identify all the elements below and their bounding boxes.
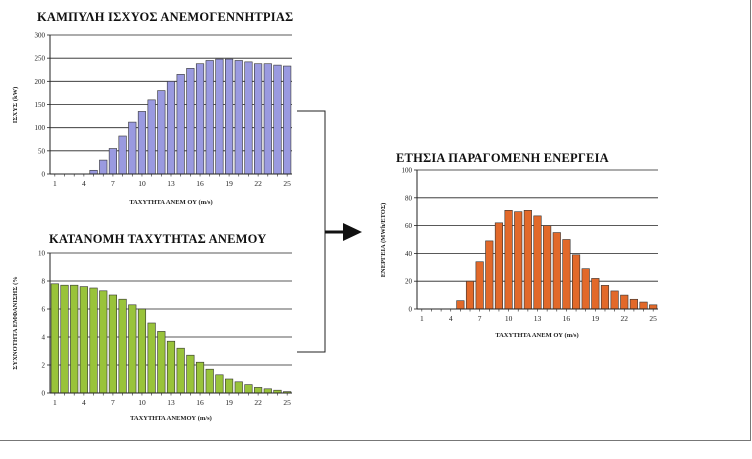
x-tick-label: 25 <box>649 314 657 323</box>
y-tick-label: 10 <box>38 250 46 258</box>
y-tick-label: 80 <box>405 194 413 202</box>
x-tick-label: 19 <box>225 398 233 407</box>
x-tick-label: 7 <box>111 398 115 407</box>
y-tick-label: 50 <box>38 147 46 155</box>
y-tick-label: 0 <box>42 390 46 398</box>
y-tick-label: 20 <box>405 278 413 286</box>
right-arrow-icon <box>343 223 362 241</box>
x-tick-label: 16 <box>196 398 204 407</box>
chart-title: ΚΑΤΑΝΟΜΗ ΤΑΧΥΤΗΤΑΣ ΑΝΕΜΟΥ <box>49 232 267 246</box>
y-tick-label: 0 <box>42 171 46 179</box>
y-tick-label: 6 <box>42 306 46 314</box>
x-tick-label: 16 <box>196 179 204 188</box>
x-tick-label: 22 <box>254 398 262 407</box>
chart-title: ΚΑΜΠΥΛΗ ΙΣΧΥΟΣ ΑΝΕΜΟΓΕΝΝΗΤΡΙΑΣ <box>37 10 293 24</box>
y-axis-label: ΕΝΕΡΓΕΙΑ (MWh/ΕΤΟΣ) <box>380 203 387 278</box>
chart-power: ΚΑΜΠΥΛΗ ΙΣΧΥΟΣ ΑΝΕΜΟΓΕΝΝΗΤΡΙΑΣ 0 50 100 150 2… <box>12 10 293 206</box>
x-axis-label: ΤΑΧΥΤΗΤΑ ΑΝΕΜ ΟΥ (m/s) <box>129 199 212 206</box>
y-axis-label: ΣΥΧΝΟΤΗΤΑ ΕΜΦΑΝΙΣΗΣ (% <box>12 276 19 370</box>
y-tick-label: 100 <box>402 167 413 175</box>
x-tick-label: 19 <box>225 179 233 188</box>
x-tick-label: 19 <box>592 314 600 323</box>
y-tick-label: 0 <box>409 306 413 314</box>
x-tick-label: 13 <box>167 179 175 188</box>
x-tick-label: 4 <box>82 179 86 188</box>
charts-canvas: ΚΑΜΠΥΛΗ ΙΣΧΥΟΣ ΑΝΕΜΟΓΕΝΝΗΤΡΙΑΣ0501001502… <box>12 10 658 422</box>
x-tick-label: 16 <box>563 314 571 323</box>
y-axis-label: ΙΣΧΥΣ (kW) <box>12 87 19 124</box>
y-tick-label: 100 <box>35 124 46 132</box>
x-tick-label: 7 <box>478 314 482 323</box>
x-tick-label: 1 <box>420 314 424 323</box>
y-tick-label: 8 <box>42 278 46 286</box>
x-tick-label: 10 <box>138 179 146 188</box>
x-tick-label: 7 <box>111 179 115 188</box>
y-tick-label: 300 <box>35 32 46 40</box>
chart-wind: ΚΑΤΑΝΟΜΗ ΤΑΧΥΤΗΤΑΣ ΑΝΕΜΟΥ 0 2 4 6 8 10 1 4 7 10 13 1… <box>12 232 292 422</box>
y-tick-label: 60 <box>405 222 413 230</box>
connector-lines <box>297 110 362 353</box>
y-tick-label: 2 <box>42 362 46 370</box>
y-tick-label: 150 <box>35 101 46 109</box>
x-tick-label: 13 <box>534 314 542 323</box>
x-tick-label: 25 <box>283 398 291 407</box>
y-tick-label: 200 <box>35 78 46 86</box>
x-tick-label: 22 <box>254 179 262 188</box>
figure-frame <box>0 0 751 441</box>
x-tick-label: 13 <box>167 398 175 407</box>
chart-title: ΕΤΗΣΙΑ ΠΑΡΑΓΟΜΕΝΗ ΕΝΕΡΓΕΙΑ <box>396 151 609 165</box>
x-axis-label: ΤΑΧΥΤΗΤΑ ΑΝΕΜΟΥ (m/s) <box>130 415 212 422</box>
x-tick-label: 1 <box>53 398 57 407</box>
x-axis-label: ΤΑΧΥΤΗΤΑ ΑΝΕΜ ΟΥ (m/s) <box>495 332 578 339</box>
x-tick-label: 4 <box>82 398 86 407</box>
x-tick-label: 10 <box>138 398 146 407</box>
y-tick-label: 4 <box>42 334 46 342</box>
x-tick-label: 10 <box>505 314 513 323</box>
figure-caption <box>0 444 752 459</box>
x-tick-label: 4 <box>449 314 453 323</box>
x-tick-label: 1 <box>53 179 57 188</box>
chart-energy: ΕΤΗΣΙΑ ΠΑΡΑΓΟΜΕΝΗ ΕΝΕΡΓΕΙΑ 0 20 40 60 80 100 1 4… <box>380 151 658 339</box>
x-tick-label: 25 <box>283 179 291 188</box>
y-tick-label: 250 <box>35 55 46 63</box>
x-tick-label: 22 <box>621 314 629 323</box>
y-tick-label: 40 <box>405 250 413 258</box>
